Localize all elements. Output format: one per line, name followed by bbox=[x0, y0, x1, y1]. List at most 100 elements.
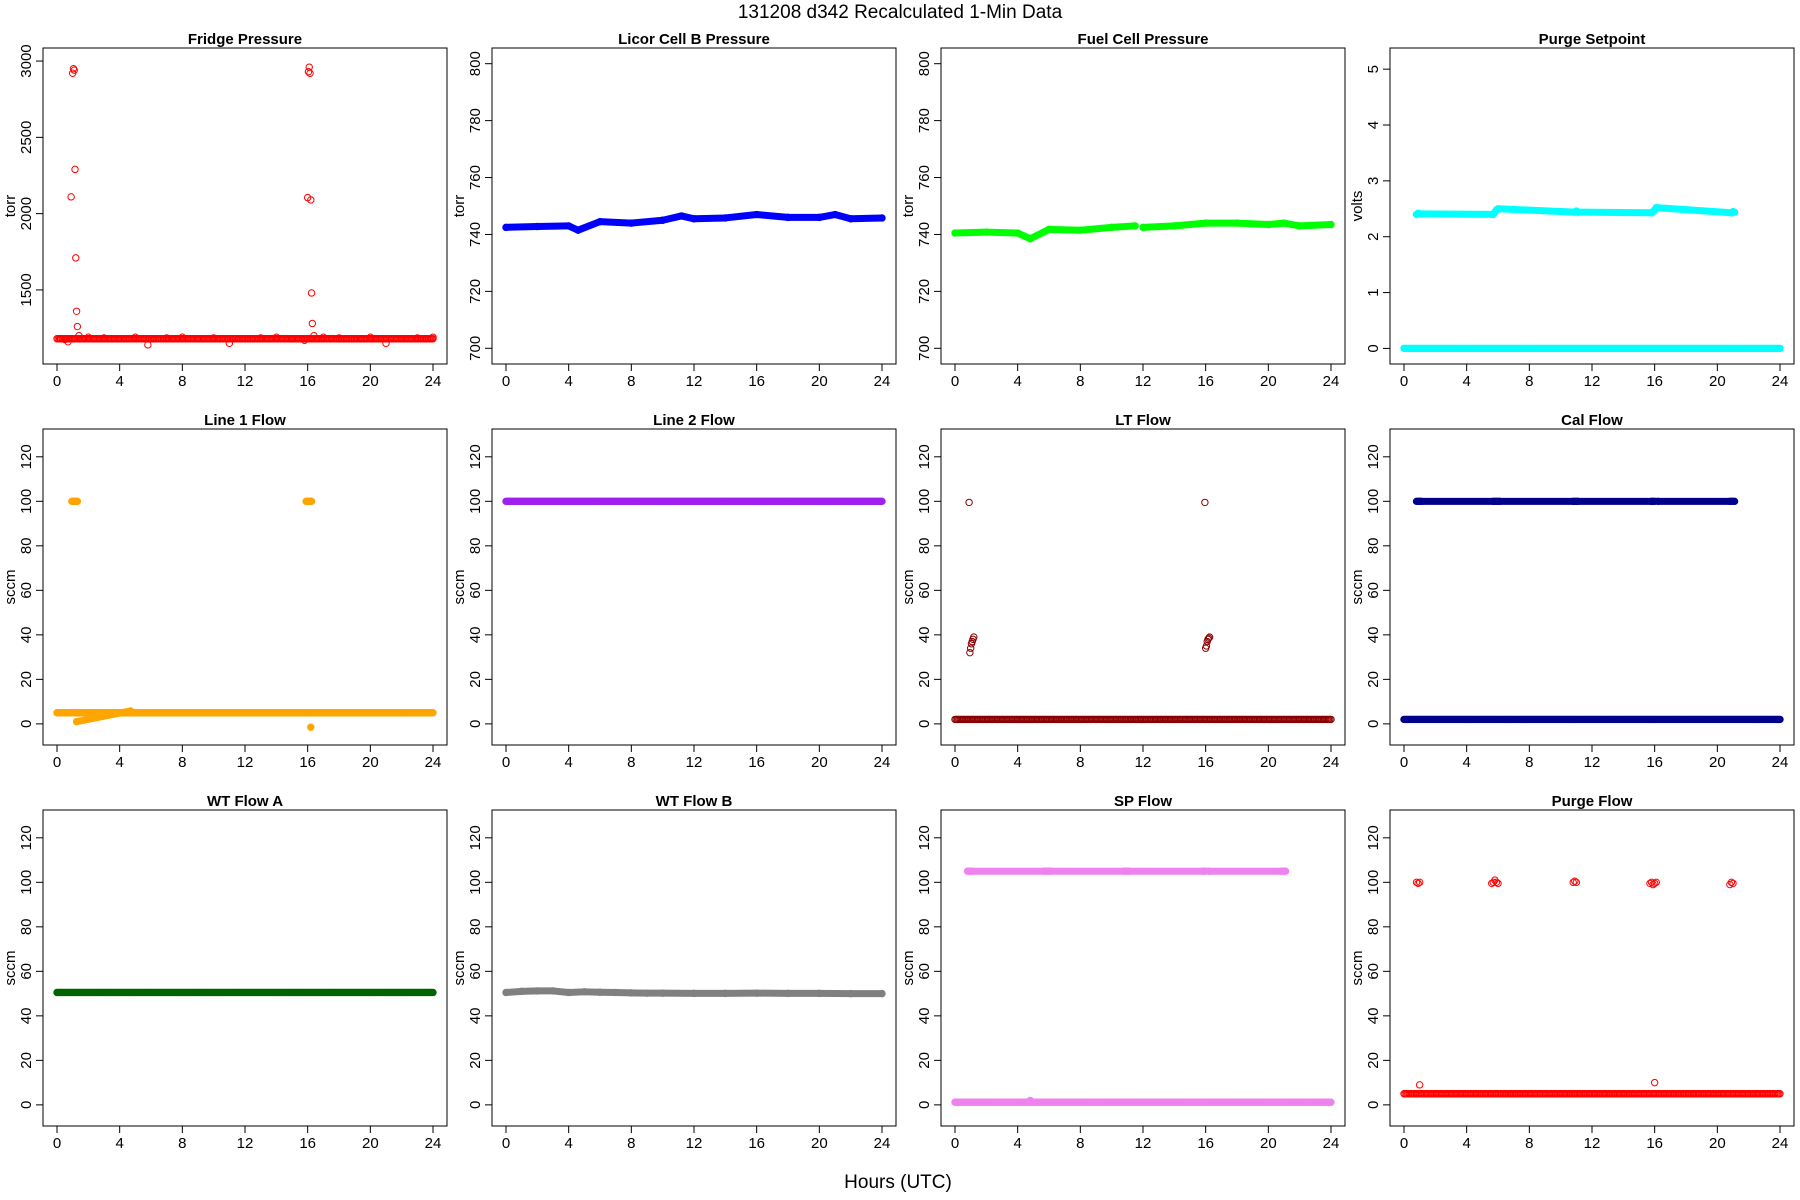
y-tick-label: 800 bbox=[916, 51, 933, 76]
x-tick-label: 16 bbox=[1197, 754, 1214, 771]
x-tick-label: 0 bbox=[1400, 373, 1408, 390]
data-point bbox=[162, 334, 171, 342]
plot-frame bbox=[42, 428, 448, 746]
x-tick-label: 12 bbox=[686, 754, 703, 771]
data-point bbox=[305, 63, 313, 71]
x-tick-label: 20 bbox=[1709, 1135, 1726, 1152]
point-band bbox=[574, 218, 604, 234]
data-point bbox=[1202, 642, 1211, 650]
point-band bbox=[502, 222, 541, 231]
x-tick-label: 16 bbox=[299, 373, 316, 390]
x-tick-label: 0 bbox=[502, 754, 510, 771]
data-point bbox=[73, 497, 82, 506]
y-tick-label: 60 bbox=[18, 582, 35, 599]
x-tick-label: 4 bbox=[115, 754, 123, 771]
x-tick-label: 20 bbox=[1260, 373, 1277, 390]
x-tick-label: 20 bbox=[362, 373, 379, 390]
point-band bbox=[1108, 222, 1139, 231]
y-tick-label: 120 bbox=[916, 444, 933, 469]
data-point bbox=[115, 335, 124, 343]
data-point bbox=[966, 644, 975, 652]
y-tick-label: 100 bbox=[467, 870, 484, 895]
data-point bbox=[225, 339, 234, 348]
panel-title: Line 2 Flow bbox=[653, 412, 735, 429]
data-point bbox=[272, 333, 281, 341]
x-tick-label: 24 bbox=[1323, 754, 1340, 771]
data-point bbox=[1729, 879, 1737, 888]
y-tick-label: 80 bbox=[916, 918, 933, 935]
x-tick-label: 20 bbox=[362, 754, 379, 771]
y-tick-label: 40 bbox=[467, 627, 484, 644]
x-tick-label: 20 bbox=[811, 373, 828, 390]
point-band bbox=[753, 211, 792, 221]
y-tick-label: 0 bbox=[1365, 344, 1382, 352]
baseline-point bbox=[429, 988, 437, 997]
panel: Cal Flow sccm 0 4 8 12 16 20 24 0 20 40 60 80 100 120 bbox=[1349, 412, 1795, 771]
x-tick-label: 0 bbox=[502, 373, 510, 390]
x-tick-label: 24 bbox=[874, 373, 891, 390]
data-point bbox=[307, 497, 316, 506]
y-tick-label: 60 bbox=[1365, 582, 1382, 599]
panel: LT Flow sccm 0 4 8 12 16 20 24 0 20 40 60 80 100 120 bbox=[900, 412, 1346, 771]
data-point bbox=[72, 254, 80, 262]
y-tick-label: 3000 bbox=[18, 44, 35, 77]
baseline-point bbox=[1327, 715, 1335, 724]
plot-frame bbox=[42, 809, 448, 1127]
data-point bbox=[319, 333, 328, 341]
data-point bbox=[307, 723, 315, 731]
data-point bbox=[1412, 878, 1421, 887]
baseline-point bbox=[1776, 1090, 1784, 1098]
point-band bbox=[73, 707, 135, 726]
x-tick-label: 0 bbox=[951, 754, 959, 771]
point-band bbox=[951, 228, 990, 237]
y-axis-label: torr bbox=[2, 195, 19, 218]
y-tick-label: 760 bbox=[916, 165, 933, 190]
x-tick-label: 4 bbox=[564, 1135, 572, 1152]
plot-frame bbox=[1389, 47, 1795, 365]
panel: Fridge Pressure torr 0 4 8 12 16 20 24 1500 2000 25… bbox=[2, 31, 448, 390]
panel: Line 2 Flow sccm 0 4 8 12 16 20 24 0 20 40 60 80 100 12… bbox=[451, 412, 897, 771]
y-tick-label: 60 bbox=[916, 963, 933, 980]
data-point bbox=[1650, 879, 1659, 888]
y-tick-label: 0 bbox=[467, 720, 484, 728]
point-band bbox=[533, 222, 573, 230]
y-tick-label: 20 bbox=[18, 671, 35, 688]
point-band bbox=[1170, 219, 1210, 230]
y-tick-label: 40 bbox=[1365, 627, 1382, 644]
y-axis-label: sccm bbox=[451, 951, 468, 986]
data-point bbox=[1652, 878, 1660, 887]
x-tick-label: 8 bbox=[1076, 754, 1084, 771]
point-band bbox=[1076, 223, 1116, 234]
y-tick-label: 2500 bbox=[18, 121, 35, 154]
data-point bbox=[131, 333, 140, 341]
y-tick-label: 40 bbox=[467, 1008, 484, 1025]
y-tick-label: 100 bbox=[467, 489, 484, 514]
y-tick-label: 0 bbox=[1365, 1101, 1382, 1109]
x-tick-label: 12 bbox=[237, 1135, 254, 1152]
y-tick-label: 1500 bbox=[18, 273, 35, 306]
x-tick-label: 4 bbox=[1462, 754, 1470, 771]
data-point bbox=[1204, 635, 1212, 644]
panel: Line 1 Flow sccm 0 4 8 12 16 20 24 0 20 40 60 80 100 12… bbox=[2, 412, 448, 771]
data-point bbox=[1569, 878, 1577, 887]
x-tick-label: 16 bbox=[748, 1135, 765, 1152]
y-tick-label: 120 bbox=[467, 825, 484, 850]
x-tick-label: 4 bbox=[115, 1135, 123, 1152]
plot-frame bbox=[940, 428, 1346, 746]
y-tick-label: 720 bbox=[916, 279, 933, 304]
x-tick-label: 4 bbox=[564, 754, 572, 771]
baseline-point bbox=[878, 497, 886, 506]
data-point bbox=[310, 331, 318, 340]
y-tick-label: 20 bbox=[467, 671, 484, 688]
x-tick-label: 0 bbox=[53, 373, 61, 390]
data-point bbox=[1414, 879, 1422, 888]
y-tick-label: 20 bbox=[1365, 1052, 1382, 1069]
data-point bbox=[307, 196, 315, 204]
x-tick-label: 16 bbox=[1197, 373, 1214, 390]
x-tick-label: 20 bbox=[1260, 754, 1277, 771]
y-tick-label: 100 bbox=[916, 489, 933, 514]
y-tick-label: 700 bbox=[467, 336, 484, 361]
